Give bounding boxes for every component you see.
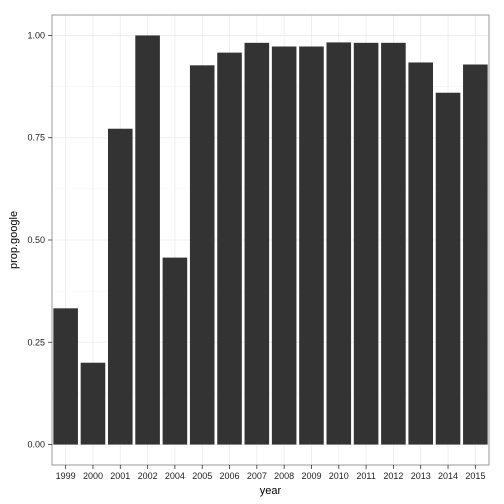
- bar-2010: [326, 42, 352, 445]
- y-tick-label: 0.75: [27, 133, 45, 143]
- bar-2004: [162, 257, 188, 445]
- bar-2005: [189, 65, 215, 445]
- x-tick-label: 2014: [438, 471, 458, 481]
- x-axis: 1999 2000 2001 2002 2004 2005 2006 2007 2008 2009…: [56, 465, 485, 481]
- x-tick-label: 2006: [220, 471, 240, 481]
- bar-2006: [217, 52, 242, 445]
- y-tick-label: 1.00: [27, 30, 45, 40]
- bar-2013: [408, 62, 434, 445]
- x-tick-label: 2000: [83, 471, 103, 481]
- x-tick-label: 2013: [411, 471, 431, 481]
- bar-2000: [80, 362, 106, 445]
- bar-2007: [244, 42, 270, 445]
- y-axis-title: prop.google: [8, 211, 20, 269]
- x-tick-label: 2015: [465, 471, 485, 481]
- x-tick-label: 1999: [56, 471, 76, 481]
- bar-2014: [435, 92, 461, 445]
- y-tick-label: 0.50: [27, 235, 45, 245]
- y-axis: 0.00 0.25 0.50 0.75 1.00: [27, 30, 52, 450]
- x-tick-label: 2001: [110, 471, 130, 481]
- x-tick-label: 2010: [329, 471, 349, 481]
- y-tick-label: 0.25: [27, 337, 45, 347]
- x-axis-title: year: [260, 485, 282, 497]
- bar-2015: [463, 64, 488, 445]
- bar-2002: [135, 35, 160, 445]
- bar-2001: [107, 128, 133, 445]
- x-tick-label: 2004: [165, 471, 185, 481]
- bar-2011: [353, 42, 379, 445]
- bar-2012: [381, 42, 406, 445]
- y-tick-label: 0.00: [27, 440, 45, 450]
- x-tick-label: 2008: [274, 471, 294, 481]
- x-tick-label: 2007: [247, 471, 267, 481]
- x-tick-label: 2005: [192, 471, 212, 481]
- x-tick-label: 2011: [356, 471, 375, 481]
- bar-2008: [271, 46, 297, 445]
- x-tick-label: 2009: [301, 471, 321, 481]
- bar-1999: [53, 308, 78, 445]
- bars: [53, 35, 488, 445]
- x-tick-label: 2012: [383, 471, 403, 481]
- x-tick-label: 2002: [138, 471, 158, 481]
- bar-2009: [299, 46, 324, 445]
